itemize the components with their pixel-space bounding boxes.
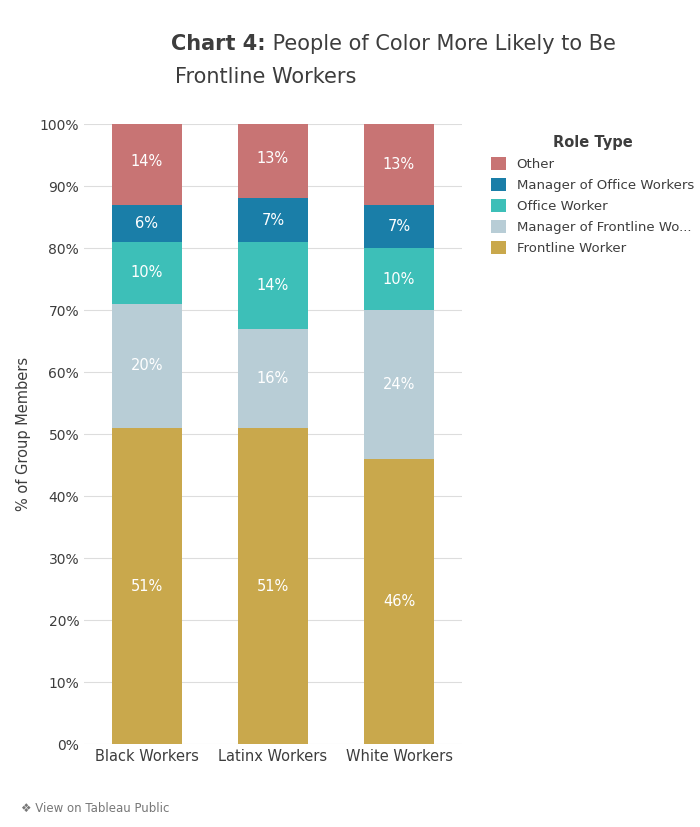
Text: 14%: 14% bbox=[257, 278, 289, 293]
Text: 51%: 51% bbox=[131, 579, 163, 594]
Bar bbox=[365, 205, 434, 248]
Bar bbox=[112, 304, 182, 428]
Bar bbox=[365, 248, 434, 310]
Bar bbox=[112, 205, 182, 242]
Text: 14%: 14% bbox=[131, 154, 163, 169]
Text: 20%: 20% bbox=[131, 358, 163, 374]
Bar bbox=[238, 428, 307, 744]
Bar bbox=[112, 428, 182, 744]
Legend: Other, Manager of Office Workers, Office Worker, Manager of Frontline Wo..., Fro: Other, Manager of Office Workers, Office… bbox=[487, 131, 698, 259]
Bar bbox=[238, 242, 307, 329]
Text: Frontline Workers: Frontline Workers bbox=[175, 67, 357, 87]
Bar bbox=[112, 242, 182, 304]
Text: 51%: 51% bbox=[257, 579, 289, 594]
Text: 16%: 16% bbox=[257, 370, 289, 386]
Bar bbox=[112, 118, 182, 205]
Bar bbox=[365, 459, 434, 744]
Y-axis label: % of Group Members: % of Group Members bbox=[16, 357, 32, 511]
Text: 7%: 7% bbox=[387, 219, 411, 234]
Text: Chart 4:: Chart 4: bbox=[172, 34, 266, 54]
Bar bbox=[365, 310, 434, 459]
Text: 6%: 6% bbox=[136, 216, 158, 231]
Text: 13%: 13% bbox=[257, 151, 289, 165]
Text: 46%: 46% bbox=[383, 594, 415, 609]
Bar bbox=[365, 124, 434, 205]
Text: People of Color More Likely to Be: People of Color More Likely to Be bbox=[266, 34, 616, 54]
Text: 7%: 7% bbox=[261, 213, 285, 227]
Text: 10%: 10% bbox=[131, 265, 163, 280]
Text: ❖ View on Tableau Public: ❖ View on Tableau Public bbox=[21, 801, 169, 815]
Text: 24%: 24% bbox=[383, 377, 415, 392]
Bar bbox=[238, 329, 307, 428]
Bar bbox=[238, 198, 307, 242]
Bar bbox=[238, 118, 307, 198]
Text: 13%: 13% bbox=[383, 157, 415, 172]
Text: 10%: 10% bbox=[383, 271, 415, 287]
